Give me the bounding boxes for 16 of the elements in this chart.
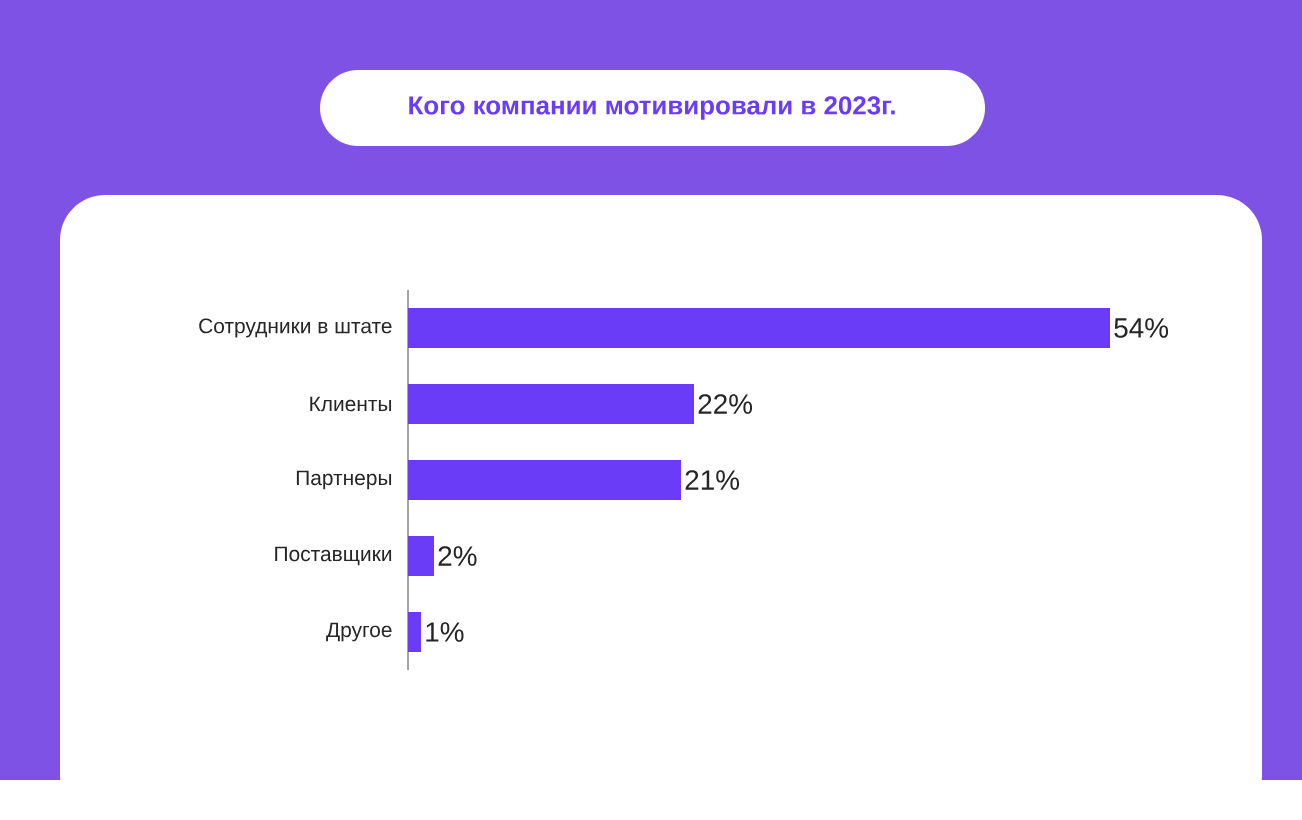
bar (408, 383, 695, 424)
bar (408, 612, 422, 652)
y-tick-label: Клиенты (310, 396, 392, 412)
data-label: 1% (426, 622, 464, 642)
bar (408, 536, 435, 576)
data-label: 21% (685, 470, 740, 490)
bar (408, 307, 1111, 348)
data-label: 2% (438, 546, 477, 566)
chart-title: Кого компании мотивировали в 2023г. (409, 96, 895, 120)
y-tick-label: Другое (326, 622, 392, 642)
data-label: 22% (698, 394, 753, 414)
y-tick-label: Партнеры (296, 470, 392, 490)
y-tick-label: Сотрудники в штате (199, 318, 392, 338)
bar (408, 460, 682, 500)
data-label: 54% (1114, 318, 1169, 338)
y-tick-label: Поставщики (275, 546, 392, 566)
